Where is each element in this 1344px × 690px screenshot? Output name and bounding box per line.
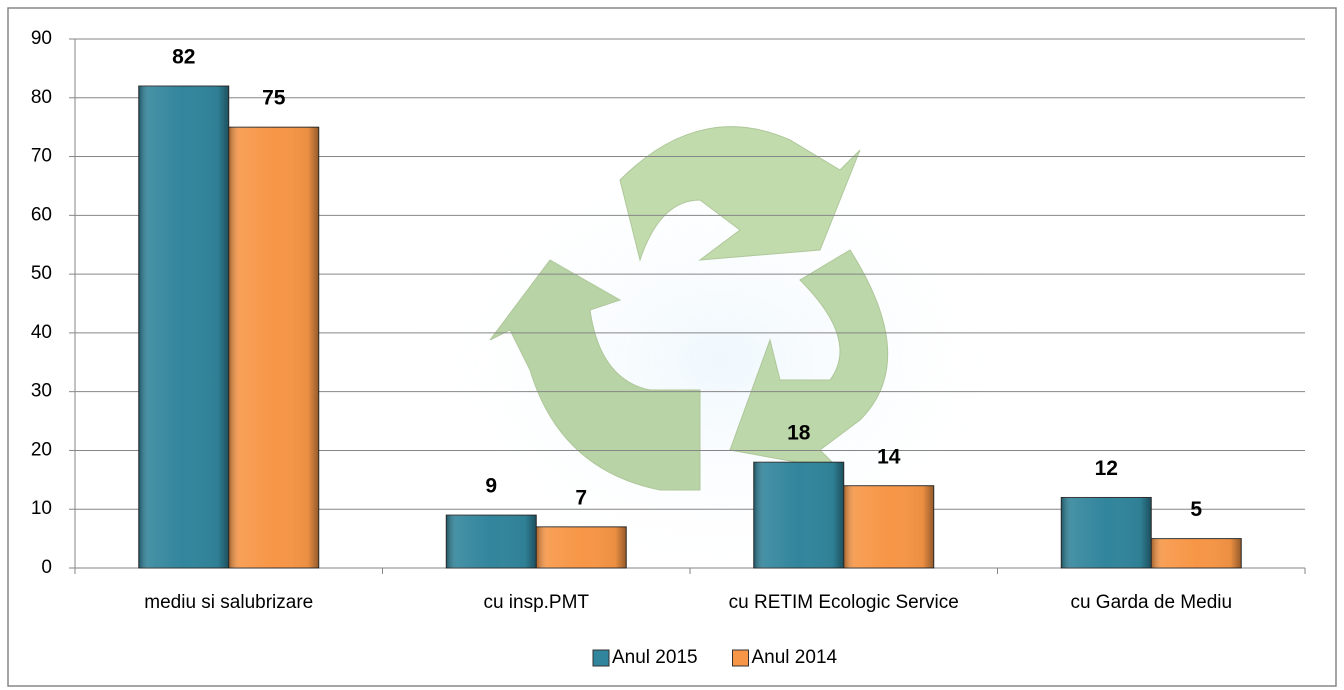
y-tick-label: 70 [31,146,52,167]
x-tick-label: cu RETIM Ecologic Service [729,592,959,613]
y-tick-label: 10 [31,498,52,519]
legend-label: Anul 2015 [612,647,698,668]
value-label: 9 [485,475,497,498]
legend-swatch [592,649,610,667]
bar [445,514,537,569]
value-label: 18 [787,422,811,445]
y-tick-label: 0 [41,557,52,578]
y-tick-label: 40 [31,322,52,343]
value-label: 12 [1095,457,1118,480]
background-logo [410,126,1030,590]
y-tick-label: 80 [31,87,52,108]
x-tick-label: cu Garda de Mediu [1070,592,1232,613]
bar [228,126,320,569]
value-label: 14 [877,445,901,468]
y-tick-label: 90 [31,28,52,49]
bar [1150,538,1242,569]
value-label: 7 [575,486,587,509]
x-tick-label: cu insp.PMT [483,592,589,613]
value-label: 82 [172,46,195,69]
y-tick-label: 50 [31,263,52,284]
bar [753,461,845,569]
legend-swatch [732,649,749,667]
bar [138,85,230,569]
bar [535,526,627,569]
y-tick-label: 20 [31,439,52,460]
bar [1060,496,1152,569]
y-tick-label: 30 [31,381,52,402]
value-label: 5 [1190,498,1202,521]
bar [843,485,935,569]
x-tick-label: mediu si salubrizare [144,592,313,613]
y-tick-label: 60 [31,204,52,225]
value-label: 75 [262,87,286,110]
legend-label: Anul 2014 [752,647,838,668]
